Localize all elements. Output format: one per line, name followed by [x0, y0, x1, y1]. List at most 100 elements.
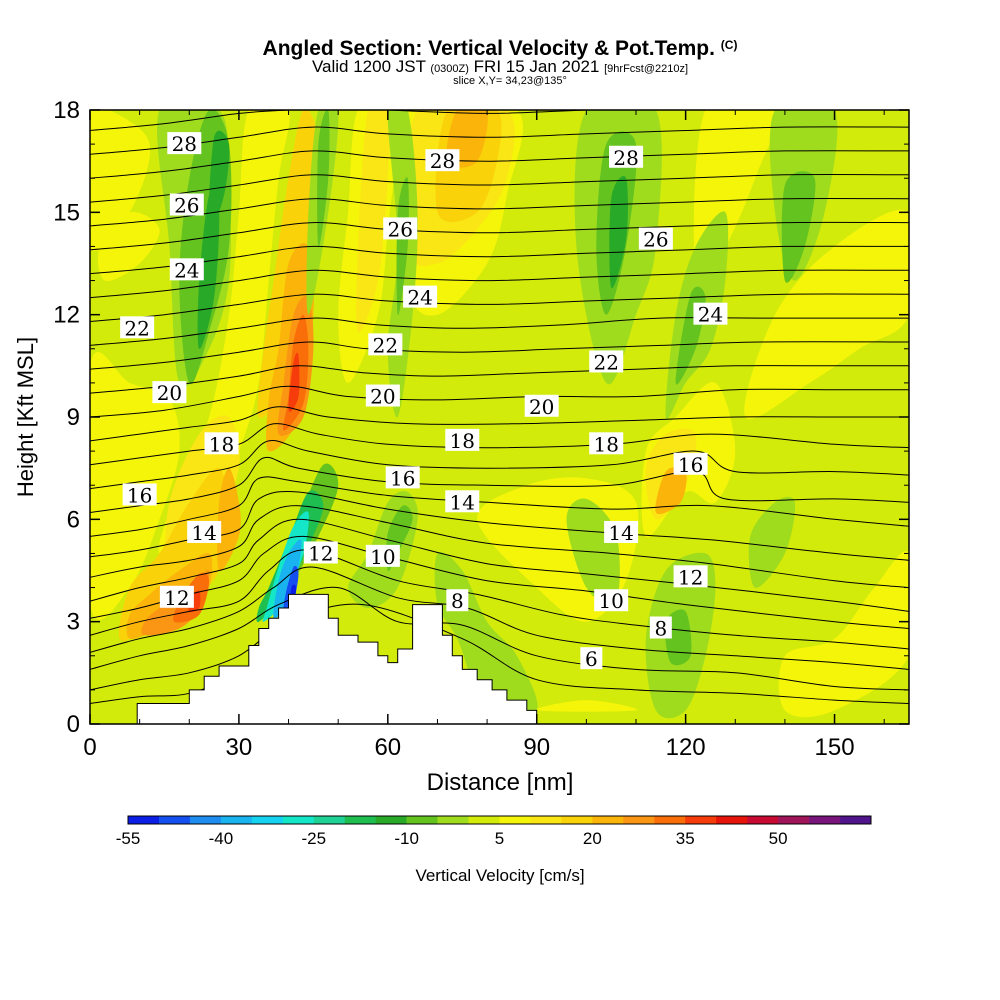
y-tick-label: 12	[53, 302, 80, 329]
contour-label: 12	[308, 541, 333, 565]
contour-label: 24	[174, 258, 199, 282]
colorbar: -55 -40 -25 -10 5 20 35 50	[116, 815, 872, 848]
contour-label-bg	[152, 381, 187, 404]
valid-date: FRI 15 Jan 2021	[473, 57, 600, 76]
contour-label: 16	[127, 483, 152, 507]
contour-label-bg	[303, 541, 338, 564]
colorbar-swatch	[406, 816, 438, 824]
contour-label: 28	[430, 149, 455, 173]
colorbar-swatch	[685, 816, 717, 824]
isentrope-line	[90, 549, 909, 650]
y-tick-label: 0	[67, 711, 80, 738]
velocity-region	[396, 177, 409, 316]
isentrope-line	[90, 406, 909, 442]
contour-label-bg	[368, 333, 403, 356]
colorbar-tick-label: 50	[769, 829, 788, 848]
colorbar-tick-label: -40	[209, 829, 234, 848]
isentrope-line	[90, 505, 909, 589]
x-tick-label: 0	[83, 734, 96, 761]
colorbar-frame	[127, 815, 872, 825]
isentrope-line	[90, 341, 909, 370]
contour-label: 26	[643, 228, 668, 252]
isentrope-line	[90, 221, 909, 251]
velocity-fill	[90, 110, 909, 724]
contour-label: 20	[529, 395, 554, 419]
contour-label-bg	[204, 432, 239, 455]
colorbar-swatch	[313, 816, 346, 824]
contour-label: 10	[370, 545, 395, 569]
colorbar-swatch	[220, 816, 253, 824]
contour-label: 26	[174, 194, 199, 218]
y-tick-label: 15	[53, 199, 80, 226]
velocity-region	[778, 551, 909, 718]
contour-label-bg	[589, 350, 624, 373]
colorbar-swatch	[282, 816, 315, 824]
colorbar-swatch	[499, 816, 531, 824]
velocity-region	[217, 468, 241, 572]
isentrope-line	[90, 126, 909, 155]
isentrope-line	[90, 603, 909, 704]
chart-header: Angled Section: Vertical Velocity & Pot.…	[0, 34, 1000, 87]
velocity-region	[781, 171, 816, 283]
colorbar-swatch	[158, 816, 191, 824]
colorbar-swatch	[840, 816, 872, 824]
contour-label-bg	[673, 565, 708, 588]
isentrope-line	[90, 365, 909, 394]
contour-label-bg	[445, 490, 480, 513]
contour-label-bg	[609, 145, 644, 168]
contour-label-bg	[446, 589, 469, 612]
velocity-region	[535, 700, 638, 712]
x-tick-label: 60	[374, 734, 401, 761]
contour-label: 18	[593, 432, 618, 456]
contour-label-bg	[365, 384, 400, 407]
colorbar-tick-label: 5	[495, 829, 504, 848]
contour-label-bg	[594, 589, 629, 612]
colorbar-swatch	[189, 816, 222, 824]
colorbar-swatch	[592, 816, 624, 824]
velocity-region	[356, 110, 390, 333]
colorbar-swatch	[530, 816, 562, 824]
contour-label: 8	[451, 589, 464, 613]
contour-label: 22	[593, 350, 618, 374]
velocity-region	[288, 352, 300, 412]
contour-label-bg	[580, 647, 603, 670]
colorbar-swatch	[437, 816, 469, 824]
colorbar-swatch	[747, 816, 779, 824]
colorbar-swatch	[716, 816, 748, 824]
contour-label: 8	[654, 616, 667, 640]
colorbar-swatch	[375, 816, 407, 824]
isentrope-line	[90, 110, 289, 131]
colorbar-swatch	[778, 816, 810, 824]
contour-label-bg	[693, 302, 728, 325]
velocity-region	[283, 565, 299, 615]
colorbar-tick-label: -25	[301, 829, 326, 848]
contour-label: 24	[407, 286, 432, 310]
valid-prefix: Valid 1200 JST	[311, 57, 426, 76]
slice-info: slice X,Y= 34,23@135°	[453, 75, 567, 87]
contour-label: 14	[608, 521, 633, 545]
x-tick-label: 30	[226, 734, 253, 761]
contour-label: 26	[388, 217, 413, 241]
contour-label-bg	[167, 132, 202, 155]
colorbar-swatch	[344, 816, 376, 824]
velocity-region	[90, 110, 151, 251]
colorbar-label: Vertical Velocity [cm/s]	[415, 866, 584, 885]
axes: 0 30 60 90 120 150 0 3 6 9 12 15 18	[53, 97, 909, 761]
contour-label: 18	[450, 429, 475, 453]
contour-label: 22	[124, 316, 149, 340]
contour-label: 18	[209, 432, 234, 456]
contour-label-bg	[385, 466, 420, 489]
terrain-mask	[136, 593, 538, 725]
copyright-mark: (C)	[720, 38, 738, 52]
isentropes	[90, 110, 909, 704]
velocity-region	[744, 209, 909, 420]
y-tick-label: 18	[53, 97, 80, 124]
isentrope-line	[90, 476, 909, 537]
terrain	[136, 593, 538, 725]
contour-label-bg	[589, 432, 624, 455]
isentrope-line	[90, 245, 909, 275]
contour-label-bg	[673, 452, 708, 475]
contour-label: 22	[373, 333, 398, 357]
forecast-info: [9hrFcst@2210z]	[604, 63, 689, 75]
